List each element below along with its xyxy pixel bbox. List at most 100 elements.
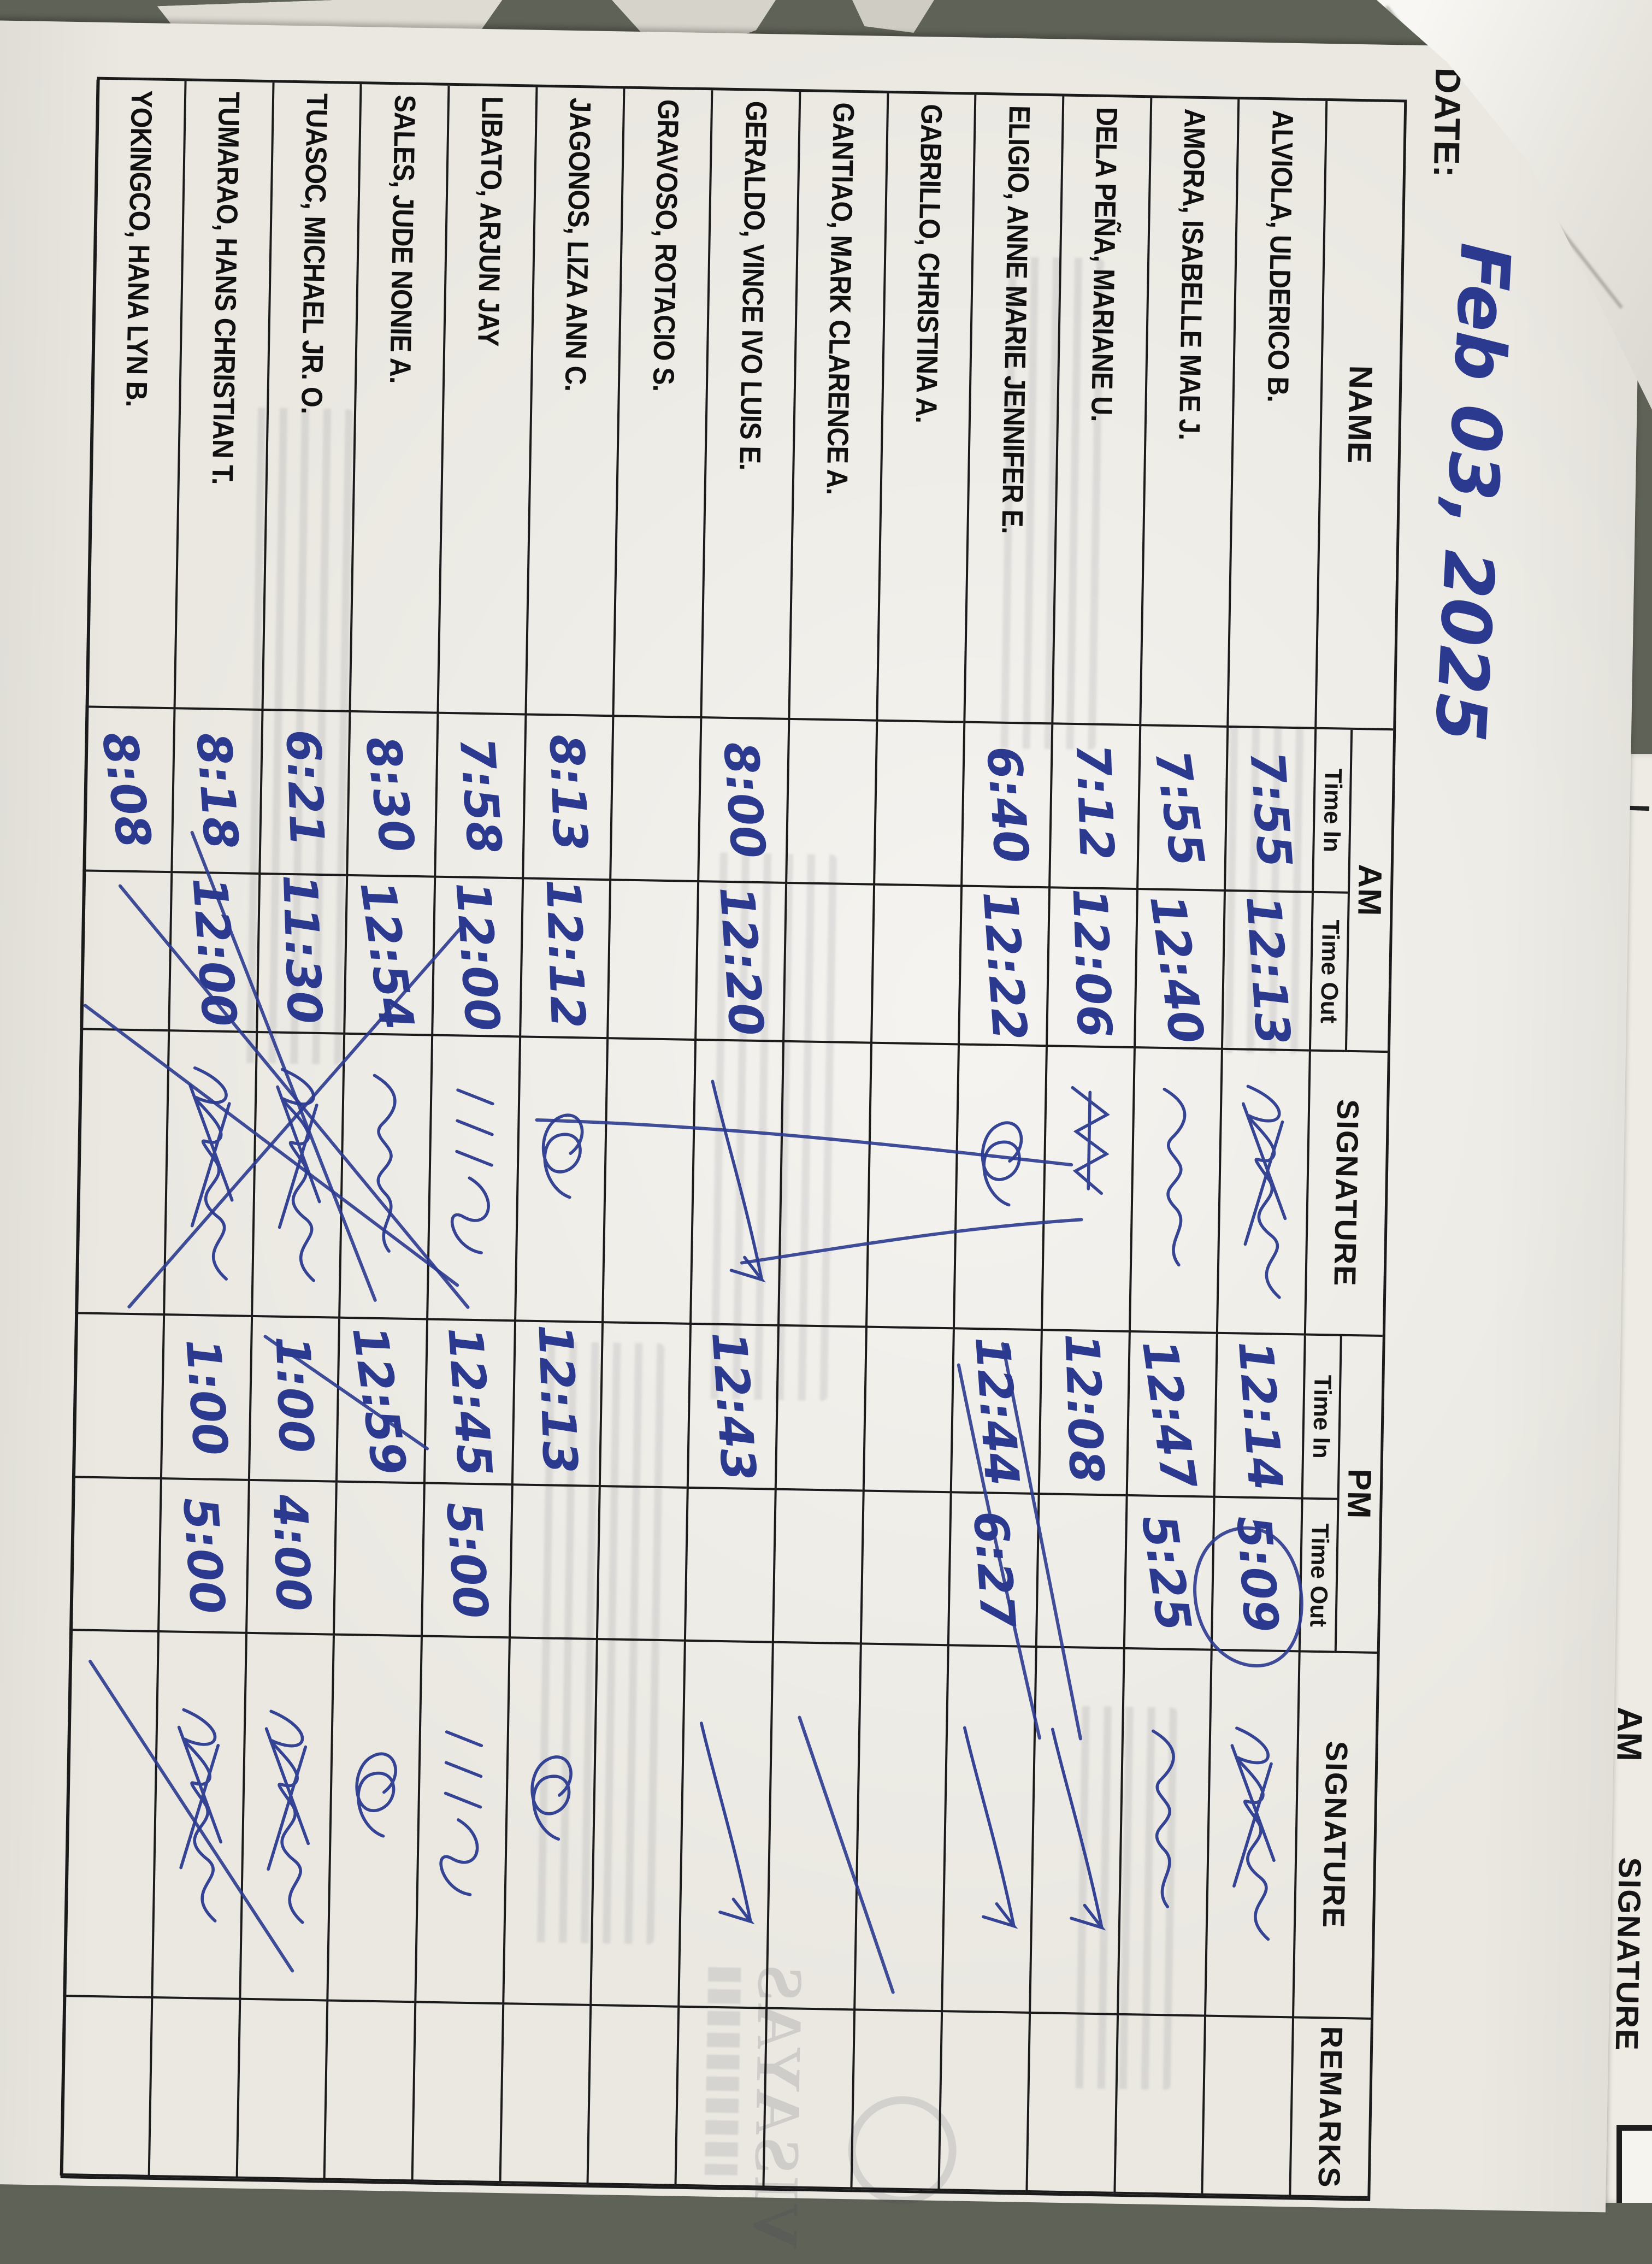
row-name: ELIGIO, ANNE MARIE JENNIFER E. [995,105,1036,534]
pm-time-in-cell: 1:00 [247,1317,339,1483]
row-name-cell: LIBATO, ARJUN JAY [436,85,536,716]
remarks-cell [60,1997,151,2177]
remarks-cell [1201,2017,1292,2197]
row-name: GANTIAO, MARK CLARENCE A. [820,102,860,496]
pm-time-in-value: 12:59 [341,1323,416,1479]
pm-time-out-cell: 5:00 [421,1484,511,1639]
remarks-cell [937,2012,1029,2192]
am-time-out-value: 11:30 [272,873,332,1025]
pm-time-out-cell [859,1491,950,1647]
am-time-in-value: 7:55 [1144,746,1215,870]
am-signature-cell [250,1033,344,1319]
row-name: LIBATO, ARJUN JAY [471,96,509,347]
am-time-in-value: 6:21 [275,728,334,848]
header-signature-pm: SIGNATURE [1291,1652,1377,2020]
pm-time-out-cell: 5:09 [1211,1497,1301,1653]
pm-time-in-value: 12:44 [964,1334,1029,1488]
pm-time-in-cell: 12:43 [686,1324,777,1490]
under-sheet-am-label: AM [1609,1706,1650,1762]
signature-scribble [1241,1084,1287,1299]
pm-time-in-value: 12:45 [437,1325,503,1478]
pm-signature-cell [1029,1648,1123,2015]
am-time-out-value: 12:13 [1235,894,1300,1047]
pm-signature-cell [589,1640,685,2008]
row-name-cell: SALES, JUDE NONIE A. [349,84,448,714]
pm-time-out-cell [333,1482,423,1637]
am-signature-cell [1040,1047,1134,1333]
pm-time-in-cell: 1:00 [160,1316,251,1481]
pm-time-out-cell: 5:25 [1123,1496,1213,1651]
am-time-out-cell: 12:22 [958,887,1048,1047]
row-name: TUASOC, MICHAEL JR. O. [295,93,334,414]
pm-time-in-cell: 12:14 [1213,1334,1304,1500]
signature-scribble [711,1080,766,1283]
row-name-cell: TUMARAO, HANS CHRISTIAN T. [173,81,273,711]
remarks-cell [411,2003,503,2184]
pm-time-in-cell: 12:59 [335,1318,427,1484]
am-time-in-value: 7:55 [1238,749,1302,870]
signature-scribble [530,1755,573,1841]
am-time-in-value: 8:00 [712,740,775,860]
signature-scribble [1152,1729,1176,1908]
row-name-cell: GERALDO, VINCE IVO LUIS E. [700,90,799,720]
remarks-cell [499,2004,590,2185]
pm-time-in-cell: 12:47 [1125,1332,1217,1498]
row-name-cell: JAGONOS, LIZA ANN C. [524,87,623,717]
am-signature-cell [777,1042,870,1328]
pm-time-in-cell [599,1323,690,1489]
date-handwritten-value: Feb 03, 2025 [1419,241,1526,744]
signature-scribble [355,1752,397,1838]
am-time-in-cell: 8:13 [521,715,612,881]
am-time-out-cell [606,881,698,1041]
row-name: SALES, JUDE NONIE A. [383,94,421,384]
paper-scrap [852,0,934,33]
pm-time-out-cell [69,1478,160,1632]
pm-time-out-value: 6:27 [962,1509,1025,1630]
am-time-out-cell: 12:00 [431,877,522,1038]
pm-time-in-value: 12:08 [1054,1332,1114,1484]
signature-scribble [1230,1726,1276,1941]
row-name: GRAVOSO, ROTACIO S. [646,99,685,392]
header-pm-time-in: Time In [1301,1335,1340,1500]
am-time-out-cell [870,885,961,1046]
signature-scribble [1071,1086,1110,1195]
row-name: GABRILLO, CHRISTINA A. [909,103,948,423]
am-time-out-value: 12:54 [349,877,424,1034]
pm-time-out-value: 5:00 [172,1495,235,1616]
pm-time-in-value: 12:13 [527,1323,588,1475]
pm-signature-cell [941,1646,1035,2014]
am-signature-cell [601,1039,695,1325]
am-time-in-cell: 8:00 [697,718,788,884]
pm-time-out-value: 4:00 [262,1493,321,1612]
remarks-cell [323,2001,415,2182]
am-time-in-cell: 7:12 [1048,724,1139,891]
pm-time-out-cell [684,1488,775,1643]
pm-time-in-value: 12:43 [700,1330,766,1483]
pm-time-in-cell [774,1326,865,1492]
pm-time-in-value: 12:47 [1131,1336,1206,1493]
remarks-cell [586,2006,678,2186]
am-time-in-cell [784,720,876,886]
header-am-time-out: Time Out [1308,893,1348,1052]
pm-time-in-cell: 12:13 [511,1322,602,1488]
header-signature-am: SIGNATURE [1303,1051,1388,1337]
remarks-cell [849,2011,941,2191]
am-time-in-cell: 7:58 [434,714,525,880]
signature-scribble [373,1074,397,1253]
pm-time-in-cell [862,1328,953,1494]
row-name: ALVIOLA, ULDERICO B. [1261,109,1299,403]
am-signature-cell [1128,1048,1222,1334]
pm-signature-cell [502,1638,597,2006]
remarks-cell [1113,2015,1205,2196]
am-time-in-cell [609,717,700,883]
signature-scribble [265,1709,310,1924]
remarks-cell [674,2007,766,2188]
under-sheet-cell [1616,2125,1652,2203]
signature-scribble [542,1113,584,1199]
date-label: DATE: [1426,67,1469,179]
pm-signature-cell [326,1635,421,2003]
am-signature-cell [865,1043,958,1330]
pm-signature-cell [1116,1649,1211,2017]
am-time-in-cell: 7:55 [1224,727,1315,893]
row-name-cell: AMORA, ISABELLE MAE J. [1138,98,1238,728]
